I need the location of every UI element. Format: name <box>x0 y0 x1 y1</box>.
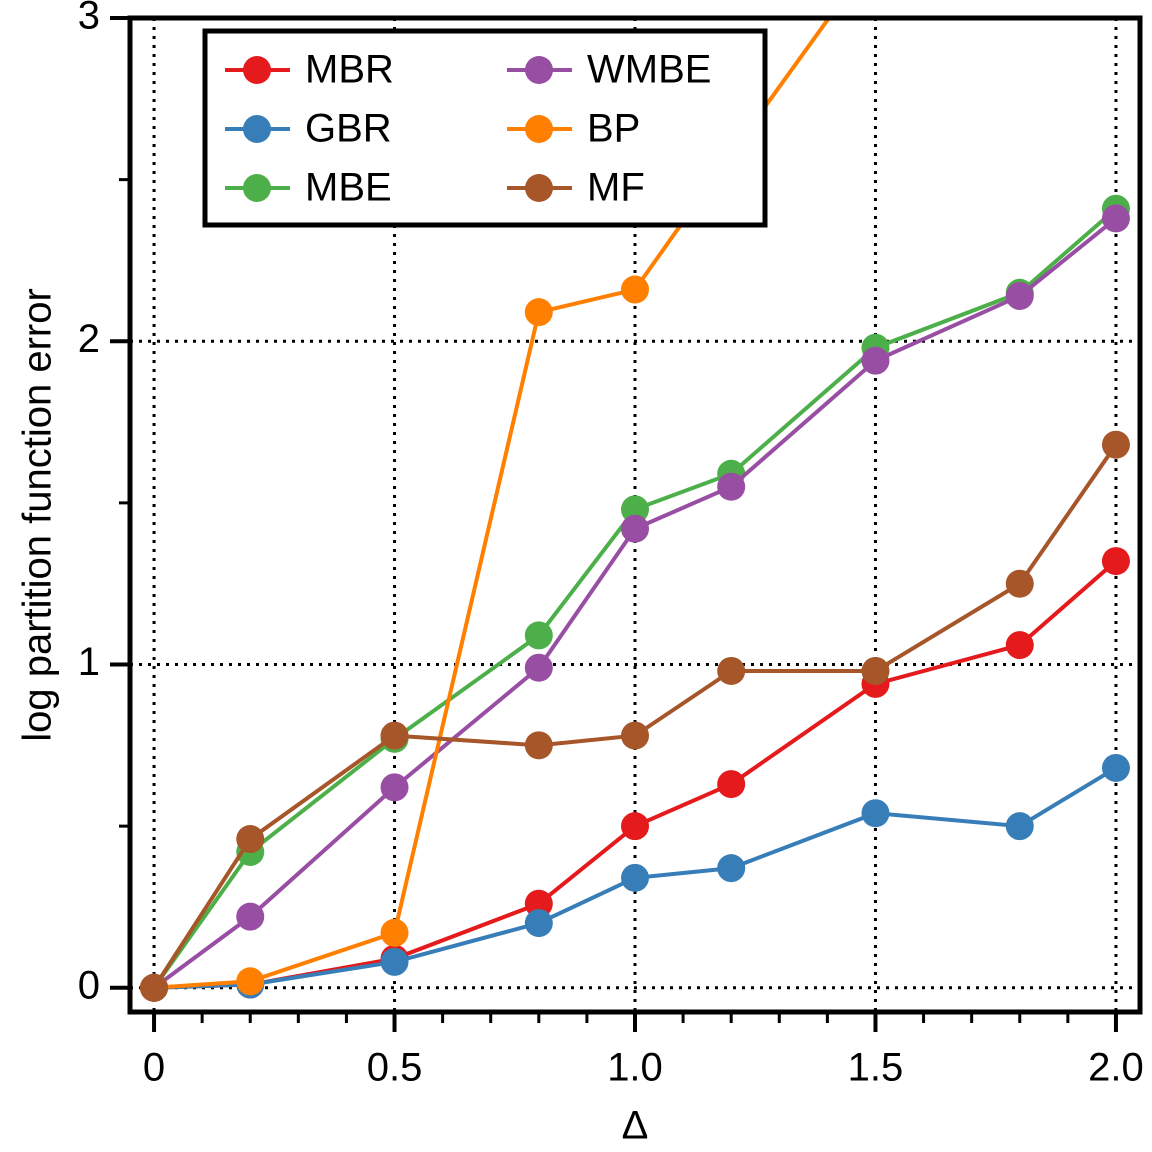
data-point <box>1005 631 1034 660</box>
legend-marker <box>525 115 553 143</box>
legend-marker <box>243 115 271 143</box>
data-point <box>621 863 649 892</box>
data-point <box>1101 204 1130 233</box>
data-point <box>524 621 553 650</box>
data-point <box>380 947 409 976</box>
legend-marker <box>525 56 553 84</box>
legend-label: MBR <box>305 48 394 92</box>
y-tick-label: 1 <box>78 640 100 684</box>
legend-marker <box>525 174 553 202</box>
data-point <box>621 721 649 750</box>
data-point <box>861 656 890 685</box>
x-axis-label: Δ <box>622 1104 649 1148</box>
y-tick-label: 2 <box>78 317 100 361</box>
legend-marker <box>243 56 271 84</box>
x-tick-label: 1.0 <box>607 1046 663 1090</box>
data-point <box>140 973 169 1002</box>
data-point <box>524 653 553 682</box>
x-tick-label: 0 <box>143 1046 165 1090</box>
legend-label: GBR <box>305 107 392 151</box>
plot-frame <box>127 15 1143 1015</box>
data-point <box>1005 569 1034 598</box>
data-point <box>236 825 265 854</box>
x-tick-label: 0.5 <box>367 1046 423 1090</box>
x-tick-label: 1.5 <box>848 1046 904 1090</box>
data-point <box>621 495 649 524</box>
data-point <box>236 902 265 931</box>
data-point <box>1005 281 1034 310</box>
data-point <box>1101 430 1130 459</box>
legend-label: BP <box>587 107 640 151</box>
data-point <box>1101 753 1130 782</box>
x-tick-label: 2.0 <box>1088 1046 1144 1090</box>
data-point <box>621 275 649 304</box>
legend: MBR GBR MBE WMBE BP MF <box>202 28 768 228</box>
data-point <box>717 472 746 501</box>
data-point <box>524 909 553 938</box>
data-point <box>621 812 649 841</box>
data-point <box>524 889 553 918</box>
data-point <box>621 514 649 543</box>
data-point <box>236 967 265 996</box>
data-point <box>717 854 746 883</box>
data-point <box>380 918 409 947</box>
legend-label: MF <box>587 166 645 210</box>
data-point <box>861 799 890 828</box>
data-point <box>524 298 553 327</box>
legend-label: WMBE <box>587 48 711 92</box>
y-tick-label: 3 <box>78 0 100 38</box>
y-tick-label: 0 <box>78 963 100 1007</box>
y-axis-label: log partition function error <box>16 288 60 742</box>
legend-marker <box>243 174 271 202</box>
data-point <box>1101 547 1130 576</box>
data-point <box>717 656 746 685</box>
data-point <box>380 721 409 750</box>
legend-label: MBE <box>305 166 392 210</box>
data-point <box>861 346 890 375</box>
data-point <box>717 770 746 799</box>
legend-box <box>202 28 768 228</box>
plot-area <box>140 18 1130 1002</box>
data-point <box>524 731 553 760</box>
data-point <box>1005 812 1034 841</box>
data-point <box>380 773 409 802</box>
